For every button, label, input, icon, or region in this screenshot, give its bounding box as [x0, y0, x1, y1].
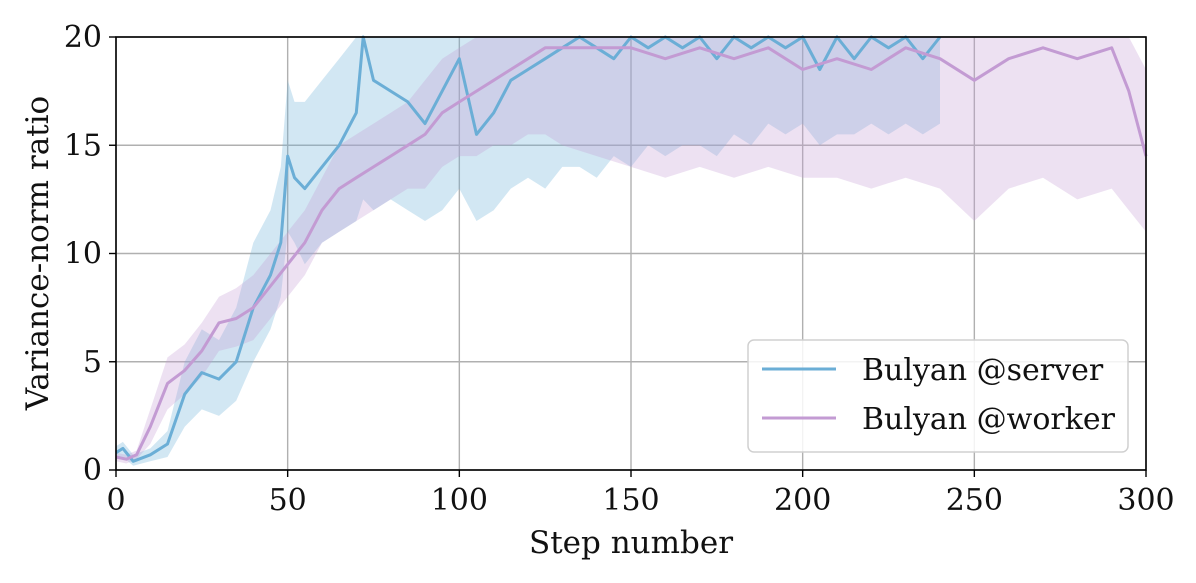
x-axis-title: Step number: [529, 525, 733, 561]
y-axis-title: Variance-norm ratio: [20, 96, 56, 411]
x-tick-label: 100: [431, 483, 488, 518]
series-line-server: [115, 35, 942, 463]
y-tick-label: 10: [64, 237, 102, 272]
y-tick-label: 20: [64, 20, 102, 55]
x-tick-label: 250: [946, 483, 1003, 518]
y-tick-label: 5: [83, 345, 102, 380]
band-server: [116, 37, 940, 466]
legend-label-server: Bulyan @server: [862, 353, 1104, 388]
x-tick-label: 300: [1117, 483, 1174, 518]
y-tick-label: 0: [83, 453, 102, 488]
legend-box: [747, 339, 1129, 453]
confidence-bands: [116, 37, 1146, 466]
series-lines: [115, 35, 1148, 463]
series-line-worker: [115, 46, 1148, 461]
band-worker: [116, 37, 1146, 464]
x-tick-label: 0: [106, 483, 125, 518]
y-axis-ticks: 0 5 10 15 20: [64, 20, 116, 488]
legend-label-worker: Bulyan @worker: [862, 402, 1116, 437]
x-tick-label: 200: [774, 483, 831, 518]
x-axis-ticks: 0 50 100 150 200 250 300: [106, 470, 1175, 518]
y-tick-label: 15: [64, 128, 102, 163]
x-tick-label: 50: [269, 483, 307, 518]
x-tick-label: 150: [602, 483, 659, 518]
legend: Bulyan @server Bulyan @worker: [747, 339, 1129, 453]
